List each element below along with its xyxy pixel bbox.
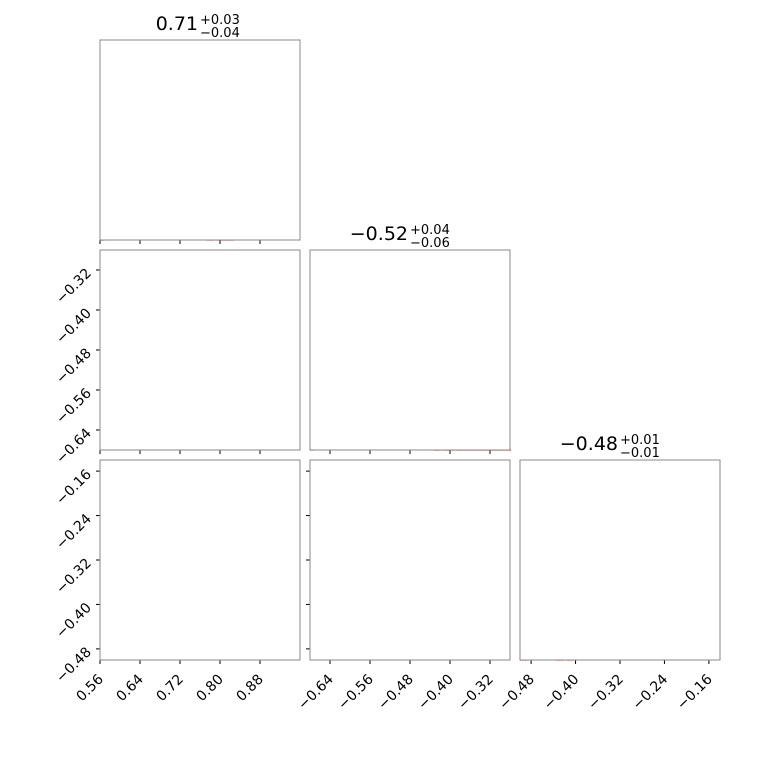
x-tick-label-2: 0.72 <box>153 672 186 705</box>
title-err-plus: +0.04 <box>410 223 450 238</box>
x-tick-label-3: −0.24 <box>630 671 672 713</box>
scatter-frame-1-2 <box>309 459 511 661</box>
y-tick-label-1: −0.40 <box>53 600 95 642</box>
title-err-minus: −0.01 <box>620 446 660 461</box>
panels-layer: 0.71 +0.03−0.04−0.52 +0.04−0.06−0.48 −0.40−… <box>53 13 721 714</box>
x-tick-label-1: −0.56 <box>335 671 377 713</box>
scatter-frame-0-2 <box>99 459 301 661</box>
title-median: −0.52 <box>350 223 408 245</box>
histogram-frame-0 <box>99 39 301 241</box>
y-tick-label-4: −0.32 <box>53 266 95 308</box>
histogram-frame-2 <box>519 459 721 661</box>
x-tick-label-0: 0.56 <box>73 671 106 704</box>
x-tick-label-4: −0.32 <box>455 672 497 714</box>
title-err-plus: +0.03 <box>200 13 240 28</box>
x-tick-label-0: −0.48 <box>496 672 538 714</box>
x-tick-label-4: −0.16 <box>674 671 716 713</box>
x-tick-label-3: 0.80 <box>193 672 226 705</box>
x-tick-label-1: −0.40 <box>541 672 583 714</box>
y-tick-label-3: −0.24 <box>53 511 95 553</box>
title-median: −0.48 <box>560 433 618 455</box>
param-title-1: −0.52 +0.04−0.06 <box>350 223 450 251</box>
param-title-2: −0.48 +0.01−0.01 <box>560 433 660 461</box>
y-tick-label-4: −0.16 <box>53 467 95 509</box>
x-tick-label-0: −0.64 <box>295 671 337 713</box>
y-tick-label-1: −0.56 <box>53 385 95 427</box>
x-tick-label-4: 0.88 <box>233 672 266 705</box>
histogram-frame-1 <box>309 249 511 451</box>
x-tick-label-2: −0.32 <box>585 672 627 714</box>
x-tick-label-2: −0.48 <box>375 672 417 714</box>
y-tick-label-0: −0.64 <box>53 425 95 467</box>
x-tick-label-1: 0.64 <box>113 671 146 704</box>
y-tick-label-2: −0.32 <box>53 556 95 598</box>
y-tick-label-3: −0.40 <box>53 306 95 348</box>
scatter-frame-0-1 <box>99 249 301 451</box>
title-err-minus: −0.06 <box>410 236 450 251</box>
x-tick-label-3: −0.40 <box>415 672 457 714</box>
y-tick-label-2: −0.48 <box>53 346 95 388</box>
title-median: 0.71 <box>156 13 198 35</box>
param-title-0: 0.71 +0.03−0.04 <box>156 13 240 41</box>
title-err-minus: −0.04 <box>200 26 240 41</box>
title-err-plus: +0.01 <box>620 433 660 448</box>
